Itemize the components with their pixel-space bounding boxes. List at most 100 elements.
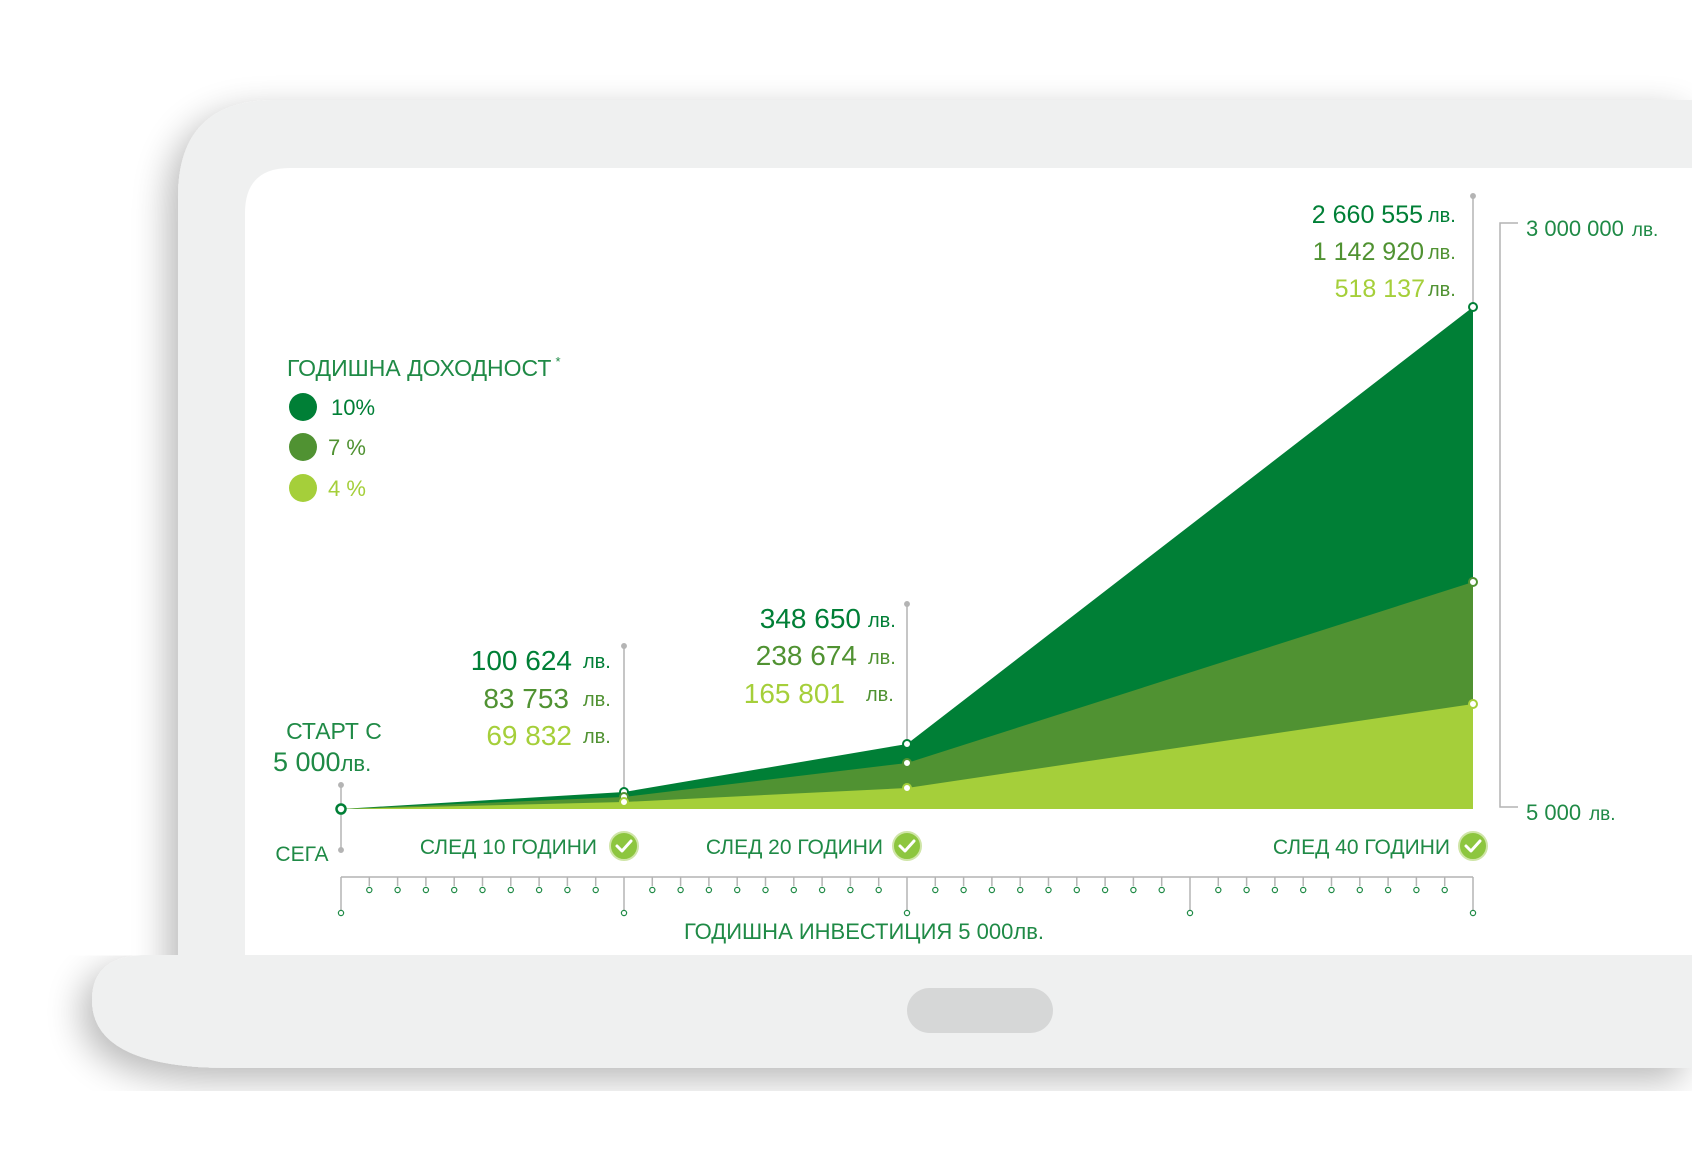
callout-20-value-low: 165 801 (744, 678, 845, 709)
start-title: СТАРТ С (286, 718, 382, 744)
ruler-minor-dot (790, 886, 798, 894)
area-series-3 (341, 704, 1473, 809)
ruler-minor-dot (1158, 886, 1165, 894)
ruler-minor-dot (535, 886, 543, 894)
callout-10-unit-high: лв. (583, 651, 611, 673)
point-series-3-2 (902, 783, 912, 793)
callout-guides (338, 193, 1476, 853)
ruler-minor-dot (479, 886, 486, 894)
ruler-major-dot (620, 909, 628, 917)
point-series-1-3 (1468, 302, 1478, 312)
milestone-10: СЛЕД 10 ГОДИНИ (420, 836, 597, 859)
callout-10-value-high: 100 624 (471, 645, 572, 676)
ruler-minor-dot (394, 886, 401, 894)
ruler-minor-dot (1243, 886, 1250, 894)
ruler-minor-dot (818, 886, 826, 894)
callout-20: 348 650 лв. 238 674 лв. 165 801 лв. (744, 603, 896, 709)
ruler-major-dot (1186, 909, 1194, 917)
point-series-2-2 (902, 758, 912, 768)
ruler-minor-dot (1441, 886, 1448, 894)
callout-40: 2 660 555 лв. 1 142 920 лв. 518 137 лв. (1312, 201, 1456, 303)
ruler-minor-dot (1413, 886, 1420, 894)
point-series-1-0 (335, 803, 347, 815)
start-label: СТАРТ С 5 000лв. (273, 718, 382, 777)
ruler-minor-dot (1073, 886, 1081, 894)
ruler-minor-dot (932, 886, 939, 894)
legend-dot-10 (289, 393, 317, 421)
ruler-minor-dot (451, 886, 458, 894)
chart-points (335, 302, 1478, 815)
legend-dot-4 (289, 474, 317, 502)
trackpad (907, 988, 1053, 1033)
callout-40-value-low: 518 137 (1335, 275, 1425, 303)
callout-40-unit-low: лв. (1428, 279, 1456, 301)
ruler-major-dot (1469, 909, 1477, 917)
guide-40-dot (1470, 193, 1476, 199)
ruler-minor-dot (875, 886, 882, 894)
check-icon-20 (892, 831, 922, 861)
right-axis-bracket (1499, 222, 1518, 808)
ruler-minor-dot (1045, 886, 1052, 894)
ruler-minor-dot (564, 886, 571, 894)
ruler-minor-dot (960, 886, 967, 894)
right-axis: 3 000 000 лв. 5 000 лв. (1499, 216, 1658, 825)
milestone-20: СЛЕД 20 ГОДИНИ (706, 836, 883, 859)
point-series-1-2 (902, 739, 912, 749)
callout-20-unit-mid: лв. (868, 647, 896, 669)
callout-10-unit-low: лв. (583, 726, 611, 748)
ruler-minor-dot (366, 886, 373, 894)
callout-10: 100 624 лв. 83 753 лв. 69 832 лв. (471, 645, 611, 751)
callout-10-value-low: 69 832 (486, 720, 572, 751)
callout-10-unit-mid: лв. (583, 689, 611, 711)
legend-label-10: 10% (331, 395, 375, 420)
chart: 3 000 000 лв. 5 000 лв. ГОДИШНА ДОХОДНОСТ *… (273, 193, 1658, 944)
callout-40-value-high: 2 660 555 (1312, 201, 1423, 229)
ruler-minor-dot (677, 886, 684, 894)
callout-20-value-high: 348 650 (760, 603, 861, 634)
point-series-3-3 (1468, 699, 1478, 709)
start-amount: 5 000лв. (273, 747, 371, 777)
right-axis-top-label: 3 000 000 лв. (1526, 216, 1658, 241)
check-icon-10 (609, 831, 639, 861)
guide-start-dot-top (338, 782, 344, 788)
callout-20-value-mid: 238 674 (756, 640, 857, 671)
milestones: СЕГА СЛЕД 10 ГОДИНИ СЛЕД 20 ГОДИНИ СЛЕД … (275, 831, 1488, 866)
callout-40-unit-mid: лв. (1428, 242, 1456, 264)
check-icon-40 (1458, 831, 1488, 861)
legend-dot-7 (289, 433, 317, 461)
callout-20-unit-low: лв. (866, 684, 894, 706)
timeline-ruler (337, 876, 1477, 917)
legend-label-7: 7 % (328, 435, 366, 460)
ruler-minor-dot (1356, 886, 1364, 894)
callout-40-value-mid: 1 142 920 (1313, 238, 1424, 266)
ruler-minor-dot (1328, 886, 1335, 894)
ruler-minor-dot (762, 886, 769, 894)
ruler-minor-dot (507, 886, 514, 894)
callout-10-value-mid: 83 753 (483, 683, 569, 714)
footer-investment: ГОДИШНА ИНВЕСТИЦИЯ 5 000лв. (684, 919, 1044, 944)
laptop-base (92, 955, 1692, 1068)
point-series-2-3 (1468, 577, 1478, 587)
ruler-minor-dot (1215, 886, 1222, 894)
ruler-major-dot (337, 909, 345, 917)
ruler-minor-dot (592, 886, 599, 894)
chart-areas (341, 307, 1473, 809)
right-axis-bottom-label: 5 000 лв. (1526, 800, 1616, 825)
ruler-minor-dot (422, 886, 430, 894)
milestone-now: СЕГА (275, 843, 328, 866)
guide-start-dot-bottom (338, 847, 344, 853)
legend-title: ГОДИШНА ДОХОДНОСТ * (287, 354, 561, 381)
ruler-minor-dot (705, 886, 713, 894)
point-series-3-1 (619, 797, 629, 807)
ruler-minor-dot (649, 886, 656, 894)
ruler-minor-dot (988, 886, 996, 894)
ruler-major-dot (903, 909, 911, 917)
legend-label-4: 4 % (328, 476, 366, 501)
legend: ГОДИШНА ДОХОДНОСТ * 10% 7 % 4 % (287, 354, 561, 502)
callout-40-unit-high: лв. (1428, 205, 1456, 227)
ruler-minor-dot (1299, 886, 1307, 894)
ruler-minor-dot (1384, 886, 1392, 894)
ruler-minor-dot (1017, 886, 1024, 894)
guide-10-dot (621, 643, 627, 649)
ruler-minor-dot (847, 886, 854, 894)
